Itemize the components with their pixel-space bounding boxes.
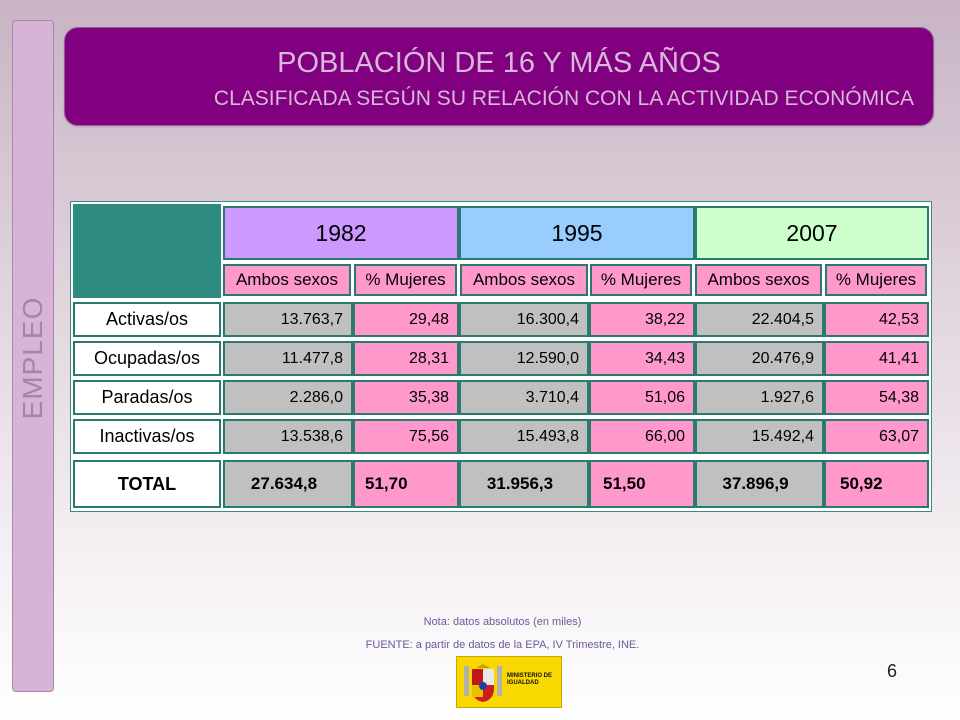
table-cell: 11.477,8 [223, 341, 353, 376]
table-cell: 63,07 [824, 419, 929, 454]
row-label-total: TOTAL [73, 460, 221, 508]
year-header-1982: 1982 [223, 206, 459, 260]
table-cell: 15.493,8 [459, 419, 589, 454]
total-cell: 37.896,9 [695, 460, 824, 508]
side-bar [12, 20, 54, 692]
table-cell: 13.763,7 [223, 302, 353, 337]
table-cell: 75,56 [353, 419, 459, 454]
subheader-mujeres-1995: % Mujeres [590, 264, 692, 296]
table-cell: 29,48 [353, 302, 459, 337]
table-cell: 1.927,6 [695, 380, 824, 415]
title-box: POBLACIÓN DE 16 Y MÁS AÑOS CLASIFICADA S… [64, 27, 934, 126]
table-cell: 12.590,0 [459, 341, 589, 376]
data-table: 1982 1995 2007 Ambos sexos % Mujeres Amb… [70, 201, 932, 512]
page-subtitle: CLASIFICADA SEGÚN SU RELACIÓN CON LA ACT… [213, 87, 915, 110]
year-header-2007: 2007 [695, 206, 929, 260]
year-header-1995: 1995 [459, 206, 695, 260]
row-label-inactivas: Inactivas/os [73, 419, 221, 454]
row-label-paradas: Paradas/os [73, 380, 221, 415]
table-cell: 38,22 [589, 302, 695, 337]
table-cell: 13.538,6 [223, 419, 353, 454]
table-cell: 51,06 [589, 380, 695, 415]
side-label: EMPLEO [17, 296, 48, 420]
source-note: FUENTE: a partir de datos de la EPA, IV … [365, 639, 640, 651]
total-cell: 27.634,8 [223, 460, 353, 508]
total-cell: 50,92 [824, 460, 929, 508]
table-cell: 41,41 [824, 341, 929, 376]
page-number: 6 [887, 661, 898, 681]
subheader-ambos-1995: Ambos sexos [460, 264, 588, 296]
table-cell: 34,43 [589, 341, 695, 376]
page-title: POBLACIÓN DE 16 Y MÁS AÑOS [277, 47, 721, 79]
footnote: Nota: datos absolutos (en miles) [423, 616, 582, 628]
table-cell: 54,38 [824, 380, 929, 415]
subheader-mujeres-1982: % Mujeres [354, 264, 457, 296]
subheader-ambos-2007: Ambos sexos [695, 264, 822, 296]
table-cell: 2.286,0 [223, 380, 353, 415]
table-cell: 15.492,4 [695, 419, 824, 454]
total-cell: 31.956,3 [459, 460, 589, 508]
table-corner [73, 204, 221, 298]
table-cell: 22.404,5 [695, 302, 824, 337]
table-cell: 66,00 [589, 419, 695, 454]
subheader-ambos-1982: Ambos sexos [223, 264, 351, 296]
row-label-activas: Activas/os [73, 302, 221, 337]
total-cell: 51,70 [353, 460, 459, 508]
coat-of-arms-icon [464, 664, 502, 702]
subheader-mujeres-2007: % Mujeres [825, 264, 927, 296]
ministry-logo: MINISTERIO DE IGUALDAD [456, 656, 562, 708]
table-cell: 20.476,9 [695, 341, 824, 376]
total-cell: 51,50 [589, 460, 695, 508]
table-cell: 35,38 [353, 380, 459, 415]
row-label-ocupadas: Ocupadas/os [73, 341, 221, 376]
logo-text: MINISTERIO DE IGUALDAD [507, 673, 553, 686]
table-cell: 3.710,4 [459, 380, 589, 415]
table-cell: 42,53 [824, 302, 929, 337]
table-cell: 28,31 [353, 341, 459, 376]
table-cell: 16.300,4 [459, 302, 589, 337]
